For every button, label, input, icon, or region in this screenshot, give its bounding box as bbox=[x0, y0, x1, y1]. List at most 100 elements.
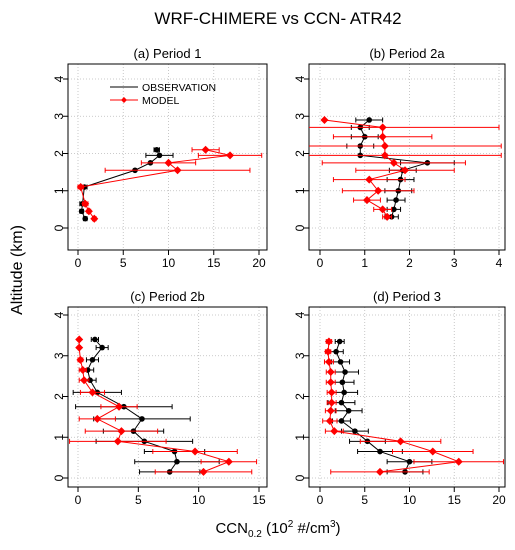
y-tick-label: 0 bbox=[293, 224, 307, 231]
data-point bbox=[336, 338, 343, 345]
y-tick-label: 1 bbox=[52, 434, 66, 441]
data-point bbox=[330, 427, 339, 436]
data-point bbox=[428, 447, 437, 456]
data-point bbox=[333, 348, 339, 355]
x-tick-label: 0 bbox=[317, 493, 324, 507]
series-observation bbox=[346, 117, 455, 220]
panel-frame bbox=[308, 63, 506, 251]
x-tick-label: 3 bbox=[451, 256, 458, 270]
data-point bbox=[324, 357, 333, 366]
data-point bbox=[90, 214, 99, 223]
x-axis-label: CCN0.2 (102 #/cm3) bbox=[215, 519, 340, 540]
data-point bbox=[78, 366, 87, 375]
x-tick-label: 5 bbox=[135, 493, 142, 507]
data-point bbox=[84, 207, 93, 216]
data-point bbox=[191, 447, 200, 456]
y-tick-label: 3 bbox=[293, 352, 307, 359]
series-line bbox=[78, 339, 231, 473]
y-tick-label: 4 bbox=[52, 75, 66, 82]
data-point bbox=[156, 152, 163, 159]
legend-observation-label: OBSERVATION bbox=[142, 82, 216, 94]
x-tick-label: 1 bbox=[361, 256, 368, 270]
data-point bbox=[375, 467, 384, 476]
data-point bbox=[338, 418, 345, 424]
y-tick-label: 4 bbox=[293, 75, 307, 82]
y-tick-label: 0 bbox=[52, 474, 66, 481]
x-tick-label: 10 bbox=[192, 493, 206, 507]
x-tick-label: 4 bbox=[496, 256, 503, 270]
y-tick-label: 2 bbox=[52, 150, 66, 157]
data-point bbox=[115, 402, 124, 411]
x-tick-label: 0 bbox=[317, 256, 324, 270]
data-point bbox=[365, 175, 374, 184]
data-point bbox=[337, 359, 344, 365]
data-point bbox=[380, 151, 389, 160]
legend-model-marker bbox=[121, 97, 127, 103]
x-tick-label: 10 bbox=[403, 493, 417, 507]
data-point bbox=[117, 427, 126, 436]
data-point bbox=[93, 414, 102, 423]
data-point bbox=[339, 379, 346, 386]
data-point bbox=[401, 166, 410, 175]
series-model bbox=[69, 335, 258, 476]
data-point bbox=[391, 206, 397, 213]
x-tick-label: 0 bbox=[75, 256, 82, 270]
y-tick-label: 4 bbox=[293, 311, 307, 318]
series-line bbox=[81, 149, 161, 219]
data-point bbox=[380, 142, 389, 151]
data-point bbox=[76, 183, 85, 192]
data-point bbox=[80, 376, 89, 385]
data-point bbox=[327, 398, 336, 407]
y-tick-label: 1 bbox=[52, 187, 66, 194]
y-tick-label: 0 bbox=[293, 474, 307, 481]
data-point bbox=[383, 212, 392, 221]
panel-title: (b) Period 2a bbox=[369, 46, 445, 61]
data-point bbox=[396, 437, 405, 446]
x-tick-label: 20 bbox=[252, 256, 266, 270]
data-point bbox=[99, 344, 105, 351]
data-point bbox=[454, 457, 463, 466]
data-point bbox=[362, 196, 371, 205]
data-point bbox=[338, 399, 345, 406]
data-point bbox=[320, 115, 329, 124]
series-model bbox=[322, 337, 504, 476]
data-point bbox=[76, 355, 85, 364]
panel-title: (c) Period 2b bbox=[130, 289, 204, 304]
data-point bbox=[78, 208, 85, 215]
data-point bbox=[199, 467, 208, 476]
panel-title: (a) Period 1 bbox=[134, 46, 202, 61]
y-tick-label: 2 bbox=[293, 393, 307, 400]
series-model bbox=[309, 115, 502, 221]
x-tick-label: 2 bbox=[406, 256, 413, 270]
data-point bbox=[201, 145, 210, 154]
data-point bbox=[75, 343, 84, 352]
data-point bbox=[89, 357, 96, 363]
data-point bbox=[113, 437, 122, 446]
data-point bbox=[325, 416, 334, 425]
data-point bbox=[352, 428, 358, 434]
data-point bbox=[82, 215, 89, 222]
data-point bbox=[153, 146, 160, 153]
panel-frame bbox=[67, 63, 268, 251]
series-line bbox=[335, 341, 411, 473]
series-observation bbox=[78, 146, 174, 222]
series-line bbox=[327, 341, 459, 473]
y-axis-label: Altitude (km) bbox=[9, 225, 26, 315]
data-point bbox=[389, 158, 398, 167]
figure-title: WRF-CHIMERE vs CCN- ATR42 bbox=[154, 9, 401, 28]
y-tick-label: 2 bbox=[52, 393, 66, 400]
data-point bbox=[324, 337, 333, 346]
data-point bbox=[378, 123, 387, 132]
data-point bbox=[139, 416, 145, 422]
data-point bbox=[406, 458, 413, 465]
series-observation bbox=[72, 336, 220, 475]
x-tick-label: 0 bbox=[75, 493, 82, 507]
data-point bbox=[75, 335, 84, 344]
data-point bbox=[345, 407, 352, 414]
x-tick-label: 5 bbox=[361, 493, 368, 507]
data-point bbox=[374, 186, 383, 195]
panel-3: 0 5 10 15 0 1 2 3 4 (c) Period 2b bbox=[52, 289, 268, 507]
